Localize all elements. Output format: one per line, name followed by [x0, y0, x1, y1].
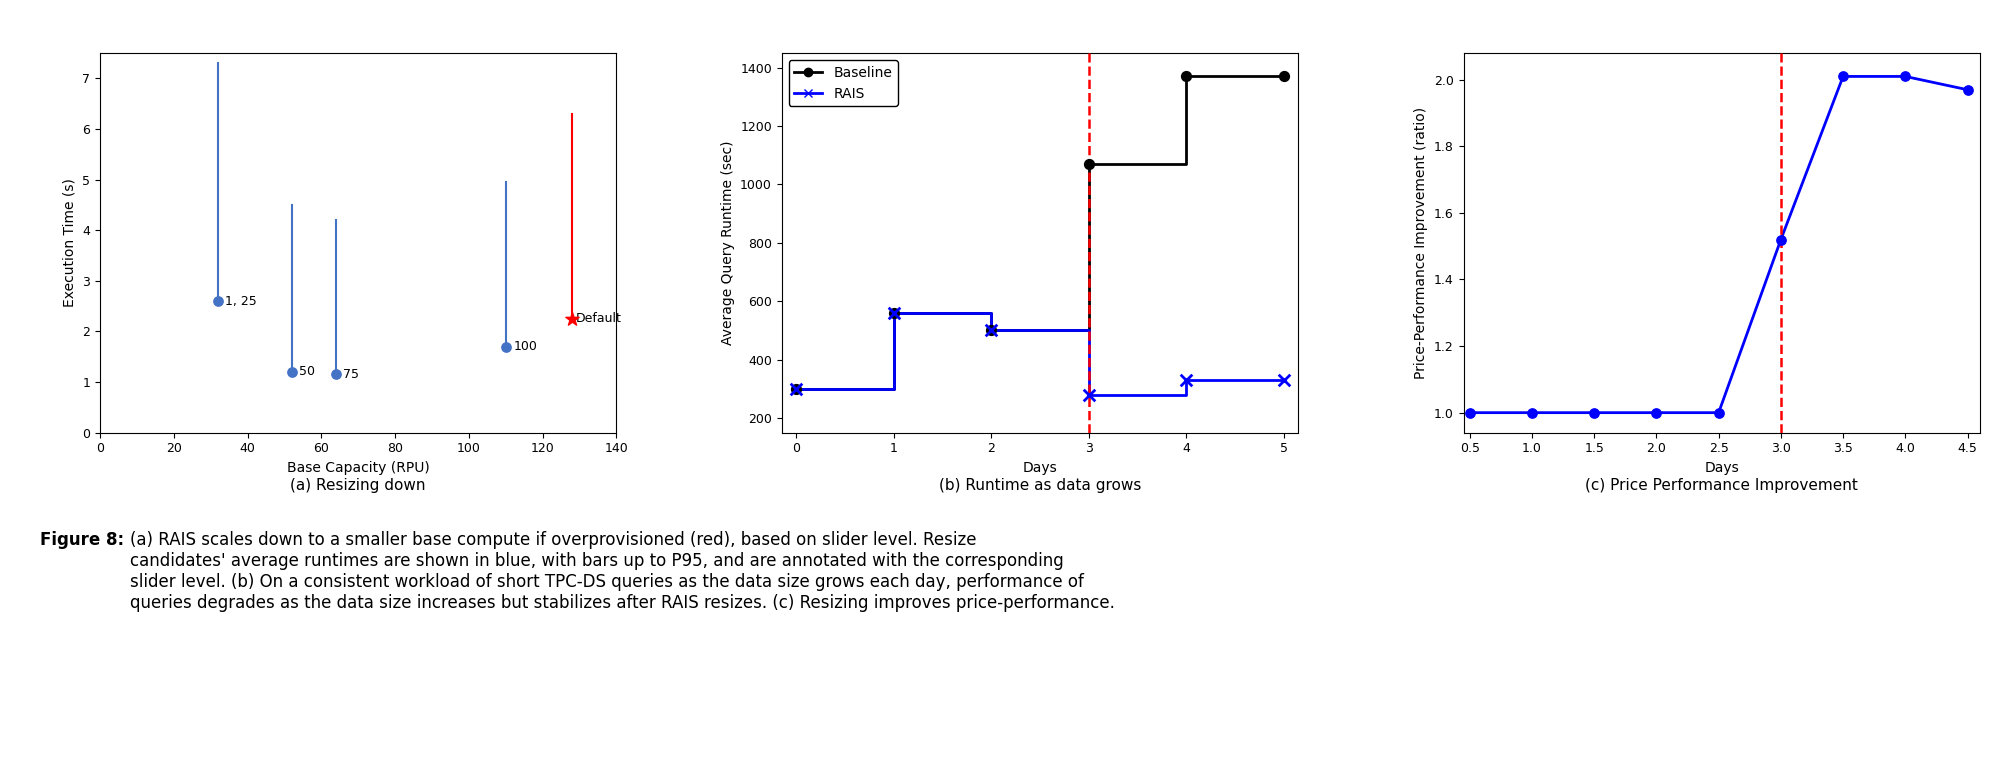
Text: 50: 50 [300, 365, 316, 379]
Point [780, 383, 812, 395]
Point [878, 307, 910, 319]
Point [1890, 71, 1922, 83]
Point [1268, 71, 1300, 83]
Text: (a) Resizing down: (a) Resizing down [290, 478, 426, 493]
Point [1640, 407, 1672, 419]
X-axis label: Days: Days [1022, 461, 1058, 475]
Text: 1, 25: 1, 25 [226, 294, 258, 307]
Point [1170, 374, 1202, 386]
Y-axis label: Price-Performance Improvement (ratio): Price-Performance Improvement (ratio) [1414, 107, 1428, 379]
X-axis label: Days: Days [1704, 461, 1740, 475]
Point [1702, 407, 1734, 419]
Point [780, 383, 812, 395]
Point [1454, 407, 1486, 419]
Text: 75: 75 [344, 368, 360, 381]
Point [1170, 71, 1202, 83]
Text: (b) Runtime as data grows: (b) Runtime as data grows [938, 478, 1142, 493]
Point [1952, 83, 1984, 96]
Point [1578, 407, 1610, 419]
Point [976, 324, 1008, 336]
Text: (c) Price Performance Improvement: (c) Price Performance Improvement [1586, 478, 1858, 493]
Point [1764, 234, 1796, 246]
Point [1072, 389, 1104, 401]
X-axis label: Base Capacity (RPU): Base Capacity (RPU) [286, 461, 430, 475]
Text: Figure 8:: Figure 8: [40, 531, 130, 550]
Text: Default: Default [576, 312, 622, 326]
Legend: Baseline, RAIS: Baseline, RAIS [788, 60, 898, 106]
Text: (a) RAIS scales down to a smaller base compute if overprovisioned (red), based o: (a) RAIS scales down to a smaller base c… [130, 531, 1114, 612]
Point [878, 307, 910, 319]
Point [202, 295, 234, 307]
Point [556, 313, 588, 325]
Point [276, 366, 308, 378]
Point [1268, 374, 1300, 386]
Point [320, 368, 352, 380]
Point [976, 324, 1008, 336]
Point [490, 341, 522, 353]
Point [1516, 407, 1548, 419]
Text: 100: 100 [514, 340, 538, 353]
Y-axis label: Average Query Runtime (sec): Average Query Runtime (sec) [720, 140, 734, 345]
Y-axis label: Execution Time (s): Execution Time (s) [62, 178, 76, 307]
Point [1828, 71, 1860, 83]
Point [1072, 158, 1104, 170]
